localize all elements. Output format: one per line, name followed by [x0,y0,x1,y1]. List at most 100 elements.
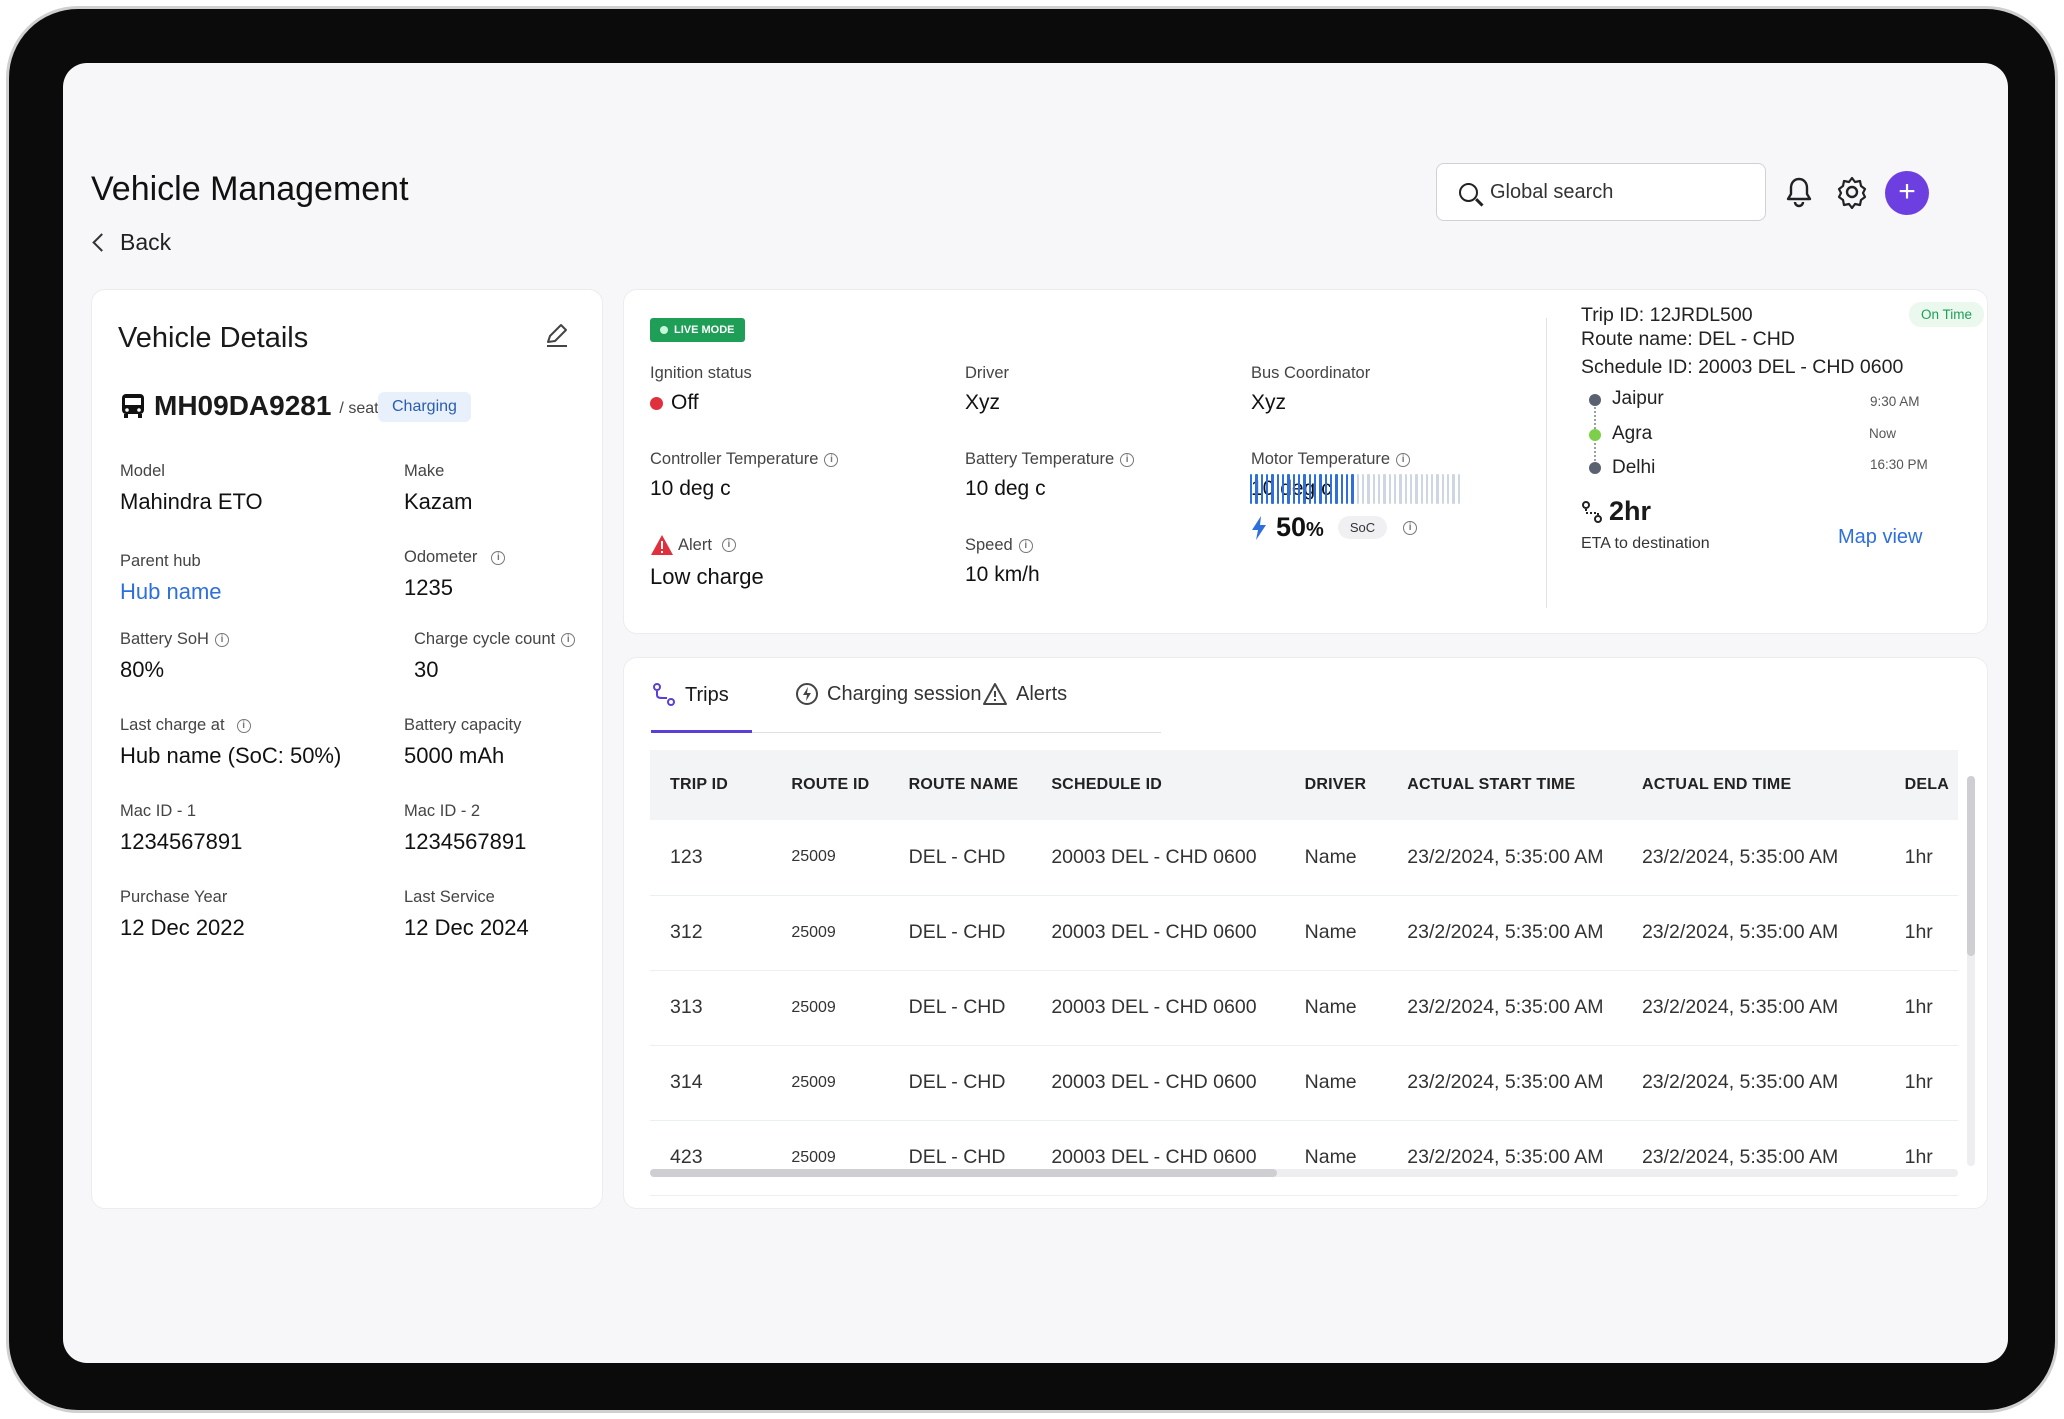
soc-level-bar [1250,474,1461,504]
table-cell: 25009 [771,1120,889,1196]
soc-segment [1250,474,1253,504]
driver-field: Driver Xyz [965,364,1009,414]
parent-hub-link[interactable]: Hub name [120,579,222,604]
gear-icon [1837,176,1867,209]
table-cell: 23/2/2024, 5:35:00 AM [1387,1045,1622,1121]
eta-label: ETA to destination [1581,535,1710,552]
status-dot-icon [650,396,663,410]
table-cell: 20003 DEL - CHD 0600 [1031,895,1285,971]
column-header[interactable]: ACTUAL END TIME [1621,750,1885,820]
table-row[interactable]: 123 25009 DEL - CHD 20003 DEL - CHD 0600 Nam… [650,820,1958,896]
soc-segment [1303,474,1306,504]
trips-table: TRIP ID ROUTE ID ROUTE NAME SCHEDULE ID DRIV… [650,750,1958,1196]
column-header[interactable]: DELA [1884,750,1958,820]
soc-segment [1260,474,1263,504]
soc-segment [1340,474,1343,504]
soc-segment [1271,474,1274,504]
soc-segment [1367,474,1370,504]
stop-name: Delhi [1612,457,1656,478]
soc-segment [1356,474,1359,504]
battery-soh-field: Battery SoH i 80% [120,630,229,683]
table-row[interactable]: 314 25009 DEL - CHD 20003 DEL - CHD 0600 Nam… [650,1045,1958,1121]
column-header[interactable]: ACTUAL START TIME [1387,750,1622,820]
table-row[interactable]: 423 25009 DEL - CHD 20003 DEL - CHD 0600 Nam… [650,1120,1958,1196]
vehicle-details-title: Vehicle Details [118,322,309,354]
global-search-input[interactable]: Global search [1436,163,1766,221]
column-header[interactable]: DRIVER [1284,750,1388,820]
mac-id-1-field: Mac ID - 1 1234567891 [120,802,243,854]
column-header[interactable]: ROUTE ID [771,750,889,820]
soc-segment [1377,474,1381,504]
search-icon [1459,182,1478,202]
table-cell: Name [1284,970,1388,1046]
table-cell: 25009 [771,970,889,1046]
tab-charging-session[interactable]: Charging session [795,682,982,706]
column-header[interactable]: TRIP ID [650,750,772,820]
chevron-left-icon [92,233,111,252]
soc-label: SoC [1337,516,1388,539]
pencil-icon [547,324,567,347]
table-cell: 23/2/2024, 5:35:00 AM [1621,1120,1885,1196]
model-field: Model Mahindra ETO [120,462,263,514]
stop-dot-icon [1589,429,1601,441]
stop-time: Now [1869,426,1897,441]
tab-trips[interactable]: Trips [651,682,729,708]
table-row[interactable]: 313 25009 DEL - CHD 20003 DEL - CHD 0600 Nam… [650,970,1958,1046]
table-header-row: TRIP ID ROUTE ID ROUTE NAME SCHEDULE ID DRIV… [650,750,1958,820]
table-cell: 25009 [771,1045,889,1121]
soc-segment [1265,474,1269,504]
settings-button[interactable] [1831,171,1873,213]
edit-button[interactable] [544,322,570,353]
table-cell: 23/2/2024, 5:35:00 AM [1387,895,1622,971]
stop-time: 9:30 AM [1870,394,1920,409]
add-button[interactable]: + [1885,171,1929,215]
table-cell: 20003 DEL - CHD 0600 [1031,1120,1285,1196]
horizontal-scrollbar[interactable] [650,1169,1958,1177]
table-cell: DEL - CHD [888,895,1032,971]
status-badge: Charging [378,392,471,422]
info-icon: i [1018,538,1033,553]
table-cell: 25009 [771,820,889,896]
warning-icon [651,535,673,555]
soc-segment [1415,474,1418,504]
info-icon: i [491,550,506,565]
table-row[interactable]: 312 25009 DEL - CHD 20003 DEL - CHD 0600 Nam… [650,895,1958,971]
table-cell: 23/2/2024, 5:35:00 AM [1387,970,1622,1046]
soc-segment [1319,474,1322,504]
battery-capacity-field: Battery capacity 5000 mAh [404,716,522,768]
table-cell: 1hr [1884,820,1958,896]
controller-temp-field: Controller Temperature i 10 deg c [650,450,839,501]
table-cell: DEL - CHD [888,820,1032,896]
stop-name: Jaipur [1612,388,1664,409]
notifications-button[interactable] [1778,171,1820,213]
soc-segment [1457,474,1461,504]
table-cell: 23/2/2024, 5:35:00 AM [1387,1120,1622,1196]
table-cell: DEL - CHD [888,1045,1032,1121]
page-title: Vehicle Management [91,170,409,208]
soc-segment [1329,474,1333,504]
table-cell: 1hr [1884,895,1958,971]
trips-panel: Trips Charging session Alerts TRIP ID ROU… [623,657,1988,1209]
route-icon [653,683,675,706]
info-icon: i [824,452,839,467]
info-icon: i [1403,520,1418,535]
parent-hub-field: Parent hub Hub name [120,552,222,604]
divider [1546,318,1547,608]
ignition-status: Ignition status Off [650,364,752,414]
info-icon: i [721,538,736,552]
column-header[interactable]: ROUTE NAME [888,750,1032,820]
soc-segment [1324,474,1327,504]
vertical-scrollbar[interactable] [1967,776,1975,1166]
soc-unit: % [1306,519,1324,541]
table-cell: 23/2/2024, 5:35:00 AM [1387,820,1622,896]
motor-temp-field: Motor Temperature i 10 deg c [1251,450,1411,501]
soc-segment [1287,474,1290,504]
bell-icon [1786,177,1812,208]
tab-alerts[interactable]: Alerts [982,682,1067,706]
back-button[interactable]: Back [91,229,171,256]
charge-cycle-field: Charge cycle count i 30 [414,630,576,683]
soc-segment [1335,474,1338,504]
map-view-link[interactable]: Map view [1838,526,1923,548]
soc-segment [1399,474,1402,504]
column-header[interactable]: SCHEDULE ID [1031,750,1285,820]
